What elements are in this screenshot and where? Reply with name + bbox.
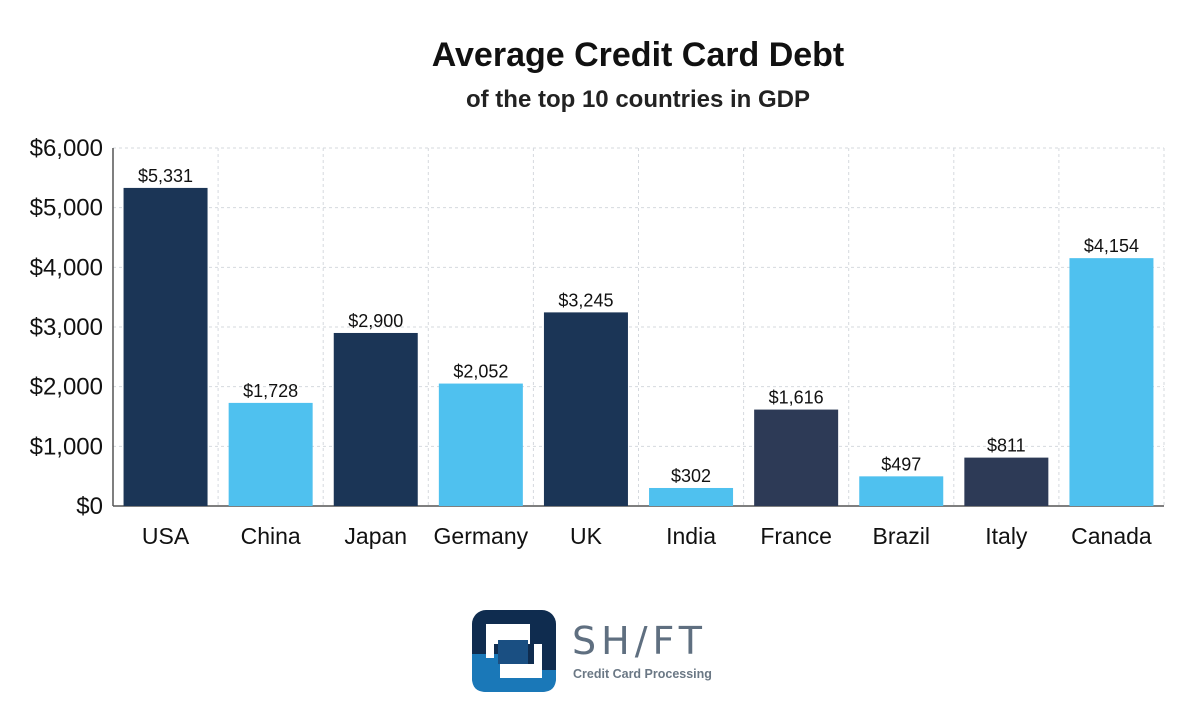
y-tick-label: $6,000 — [30, 135, 103, 162]
bar — [964, 457, 1049, 506]
x-tick-label: Brazil — [872, 523, 930, 549]
bar — [228, 402, 313, 506]
data-label: $3,245 — [558, 290, 613, 310]
data-label: $4,154 — [1084, 236, 1139, 256]
x-tick-label: Japan — [344, 523, 407, 549]
x-tick-label: Canada — [1071, 523, 1152, 549]
x-tick-label: France — [760, 523, 832, 549]
y-tick-label: $5,000 — [30, 195, 103, 222]
y-tick-label: $1,000 — [30, 433, 103, 460]
chart-subtitle: of the top 10 countries in GDP — [465, 86, 811, 113]
brand-tagline: Credit Card Processing — [573, 667, 712, 681]
bar — [1069, 258, 1154, 506]
data-label: $497 — [881, 454, 921, 474]
x-tick-label: India — [666, 523, 716, 549]
x-tick-label: USA — [142, 523, 190, 549]
x-tick-label: UK — [570, 523, 603, 549]
bar — [333, 332, 418, 506]
x-tick-label: Italy — [985, 523, 1028, 549]
data-label: $811 — [987, 436, 1026, 456]
data-label: $302 — [671, 466, 711, 486]
bar-chart: $0 $1,000 $2,000 $3,000 $4,000 $5,000 $6,000 $5… — [30, 135, 1165, 549]
bar — [754, 409, 839, 506]
data-label: $2,052 — [453, 362, 508, 382]
y-tick-label: $3,000 — [30, 314, 103, 341]
data-label: $1,616 — [769, 388, 824, 408]
y-tick-label: $0 — [76, 493, 103, 520]
data-label: $1,728 — [243, 381, 298, 401]
bar — [649, 487, 734, 506]
brand-name: SH/FT — [572, 619, 707, 663]
x-tick-label: Germany — [434, 523, 529, 549]
bar — [438, 383, 523, 506]
data-label: $2,900 — [348, 311, 403, 331]
data-label: $5,331 — [138, 166, 193, 186]
shift-logo-icon — [472, 610, 556, 692]
y-tick-label: $4,000 — [30, 254, 103, 281]
chart-title: Average Credit Card Debt — [431, 36, 845, 74]
bar — [123, 187, 208, 507]
bar — [543, 312, 628, 506]
bar — [859, 476, 944, 506]
x-tick-label: China — [241, 523, 301, 549]
y-tick-label: $2,000 — [30, 374, 103, 401]
